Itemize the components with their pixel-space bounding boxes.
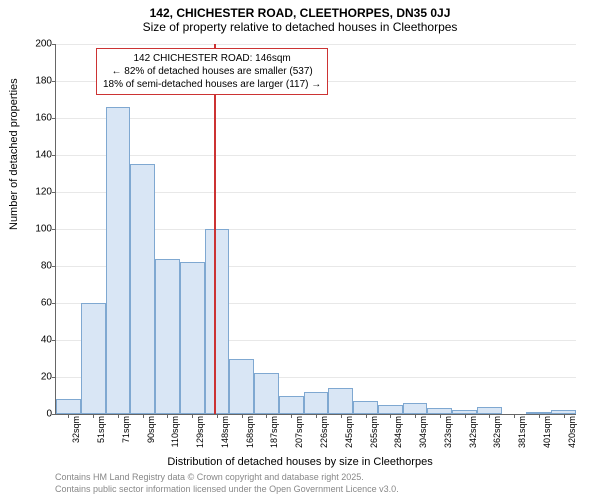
annotation-line-2: ← 82% of detached houses are smaller (53…: [103, 65, 321, 78]
y-tick-label: 60: [22, 298, 56, 309]
x-tick-mark: [489, 414, 490, 418]
grid-line: [56, 118, 576, 119]
histogram-bar: [403, 403, 428, 414]
x-tick-mark: [366, 414, 367, 418]
x-tick-mark: [440, 414, 441, 418]
y-axis-label: Number of detached properties: [8, 78, 20, 230]
x-tick-label: 110sqm: [170, 414, 180, 447]
x-tick-label: 284sqm: [393, 414, 403, 448]
annotation-box: 142 CHICHESTER ROAD: 146sqm ← 82% of det…: [96, 48, 328, 95]
histogram-bar: [106, 107, 131, 414]
x-tick-mark: [242, 414, 243, 418]
x-tick-label: 323sqm: [443, 414, 453, 448]
x-tick-label: 129sqm: [195, 414, 205, 448]
y-tick-mark: [52, 414, 56, 415]
y-tick-label: 140: [22, 150, 56, 161]
y-tick-label: 200: [22, 39, 56, 50]
histogram-bar: [279, 396, 304, 415]
marker-line: [214, 44, 216, 414]
histogram-bar: [155, 259, 180, 414]
x-tick-label: 207sqm: [294, 414, 304, 448]
histogram-bar: [304, 392, 329, 414]
footer-line-1: Contains HM Land Registry data © Crown c…: [55, 472, 399, 484]
x-tick-mark: [514, 414, 515, 418]
x-tick-label: 168sqm: [245, 414, 255, 448]
y-tick-label: 120: [22, 187, 56, 198]
histogram-bar: [56, 399, 81, 414]
x-tick-mark: [316, 414, 317, 418]
chart-title: 142, CHICHESTER ROAD, CLEETHORPES, DN35 …: [0, 0, 600, 20]
histogram-bar: [81, 303, 106, 414]
y-tick-label: 180: [22, 76, 56, 87]
x-tick-label: 71sqm: [121, 414, 131, 443]
histogram-bar: [229, 359, 254, 415]
histogram-bar: [130, 164, 155, 414]
y-tick-label: 40: [22, 335, 56, 346]
x-tick-mark: [390, 414, 391, 418]
x-tick-mark: [143, 414, 144, 418]
x-tick-label: 245sqm: [344, 414, 354, 448]
grid-line: [56, 44, 576, 45]
x-tick-label: 381sqm: [517, 414, 527, 448]
footer-line-2: Contains public sector information licen…: [55, 484, 399, 496]
x-tick-mark: [266, 414, 267, 418]
x-tick-label: 342sqm: [468, 414, 478, 448]
x-tick-mark: [68, 414, 69, 418]
histogram-bar: [378, 405, 403, 414]
x-tick-label: 265sqm: [369, 414, 379, 448]
x-tick-mark: [291, 414, 292, 418]
x-axis-label: Distribution of detached houses by size …: [0, 456, 600, 468]
x-tick-label: 226sqm: [319, 414, 329, 448]
x-tick-mark: [539, 414, 540, 418]
x-tick-mark: [167, 414, 168, 418]
x-tick-label: 304sqm: [418, 414, 428, 448]
grid-line: [56, 155, 576, 156]
annotation-line-1: 142 CHICHESTER ROAD: 146sqm: [103, 52, 321, 65]
x-tick-mark: [93, 414, 94, 418]
x-tick-label: 187sqm: [269, 414, 279, 448]
histogram-bar: [205, 229, 230, 414]
x-tick-mark: [217, 414, 218, 418]
histogram-bar: [353, 401, 378, 414]
histogram-bar: [477, 407, 502, 414]
chart-container: 142, CHICHESTER ROAD, CLEETHORPES, DN35 …: [0, 0, 600, 500]
histogram-bar: [254, 373, 279, 414]
plot-area: 02040608010012014016018020032sqm51sqm71s…: [55, 44, 576, 415]
y-tick-label: 160: [22, 113, 56, 124]
y-tick-label: 80: [22, 261, 56, 272]
x-tick-mark: [415, 414, 416, 418]
x-tick-label: 362sqm: [492, 414, 502, 448]
x-tick-label: 401sqm: [542, 414, 552, 448]
x-tick-label: 148sqm: [220, 414, 230, 448]
annotation-line-3: 18% of semi-detached houses are larger (…: [103, 78, 321, 91]
x-tick-label: 90sqm: [146, 414, 156, 443]
x-tick-mark: [341, 414, 342, 418]
x-tick-label: 51sqm: [96, 414, 106, 443]
chart-subtitle: Size of property relative to detached ho…: [0, 20, 600, 38]
x-tick-mark: [192, 414, 193, 418]
x-tick-label: 420sqm: [567, 414, 577, 448]
x-tick-mark: [465, 414, 466, 418]
footer-attribution: Contains HM Land Registry data © Crown c…: [55, 472, 399, 495]
x-tick-label: 32sqm: [71, 414, 81, 443]
histogram-bar: [180, 262, 205, 414]
y-tick-label: 20: [22, 372, 56, 383]
y-tick-label: 100: [22, 224, 56, 235]
histogram-bar: [328, 388, 353, 414]
x-tick-mark: [564, 414, 565, 418]
x-tick-mark: [118, 414, 119, 418]
y-tick-label: 0: [22, 409, 56, 420]
